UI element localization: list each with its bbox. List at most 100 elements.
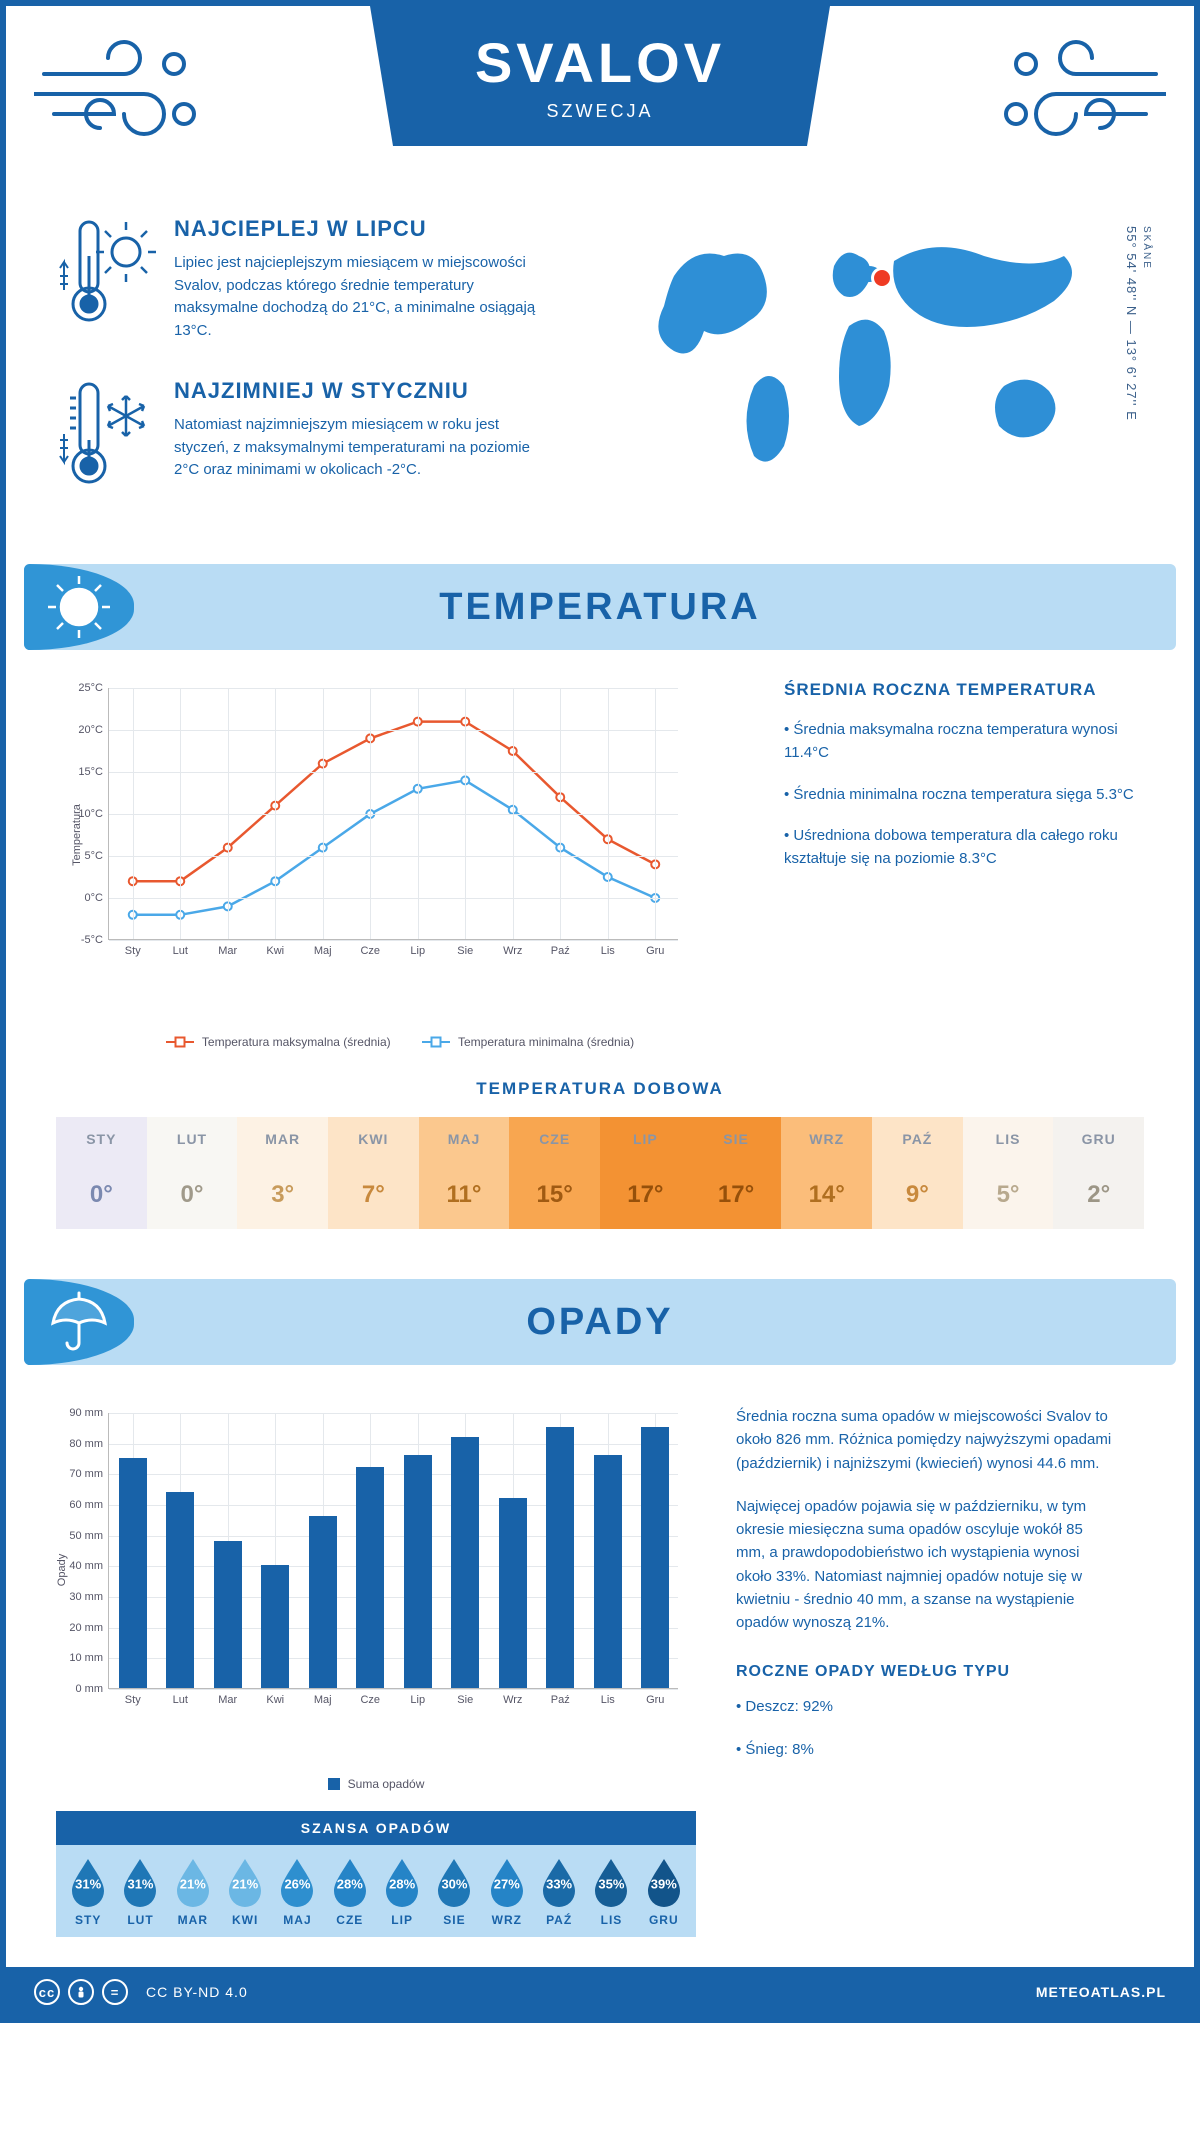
coordinates: SKÅNE 55° 54' 48'' N — 13° 6' 27'' E xyxy=(1124,226,1154,421)
daily-temp-cell: CZE15° xyxy=(509,1117,600,1229)
footer: cc = CC BY-ND 4.0 METEOATLAS.PL xyxy=(6,1967,1194,2017)
prob-cell: 31%LUT xyxy=(114,1857,166,1927)
temp-legend: Temperatura maksymalna (średnia) Tempera… xyxy=(56,1032,744,1049)
precip-heading: OPADY xyxy=(526,1301,673,1344)
nd-icon: = xyxy=(102,1979,128,2005)
prob-cell: 28%LIP xyxy=(376,1857,428,1927)
temp-chart-wrap: Temperatura -5°C0°C5°C10°C15°C20°C25°CSt… xyxy=(56,680,744,1049)
coldest-heading: NAJZIMNIEJ W STYCZNIU xyxy=(174,378,554,404)
precip-bar xyxy=(309,1516,337,1688)
prob-cell: 31%STY xyxy=(62,1857,114,1927)
city-title: SVALOV xyxy=(370,30,830,95)
thermometer-cold-icon xyxy=(56,378,156,488)
prob-cell: 33%PAŹ xyxy=(533,1857,585,1927)
prob-cell: 21%KWI xyxy=(219,1857,271,1927)
precip-type-rain: • Deszcz: 92% xyxy=(736,1695,1116,1718)
intro-text-column: NAJCIEPLEJ W LIPCU Lipiec jest najcieple… xyxy=(56,216,614,524)
avg-temp-b1: • Średnia maksymalna roczna temperatura … xyxy=(784,718,1144,765)
daily-temp-cell: MAR3° xyxy=(237,1117,328,1229)
prob-cell: 26%MAJ xyxy=(271,1857,323,1927)
hottest-heading: NAJCIEPLEJ W LIPCU xyxy=(174,216,554,242)
world-map-icon xyxy=(644,216,1104,496)
hottest-desc: Lipiec jest najcieplejszym miesiącem w m… xyxy=(174,252,554,342)
daily-temp-cell: PAŹ9° xyxy=(872,1117,963,1229)
avg-temp-heading: ŚREDNIA ROCZNA TEMPERATURA xyxy=(784,680,1144,700)
coldest-desc: Natomiast najzimniejszym miesiącem w rok… xyxy=(174,414,554,482)
temperature-banner: TEMPERATURA xyxy=(24,564,1176,650)
daily-temp-cell: LIP17° xyxy=(600,1117,691,1229)
legend-max-label: Temperatura maksymalna (średnia) xyxy=(202,1035,391,1049)
precip-bar-chart: Opady 0 mm10 mm20 mm30 mm40 mm50 mm60 mm… xyxy=(56,1405,696,1735)
daily-temp-section: TEMPERATURA DOBOWA STY0°LUT0°MAR3°KWI7°M… xyxy=(6,1079,1194,1279)
legend-min-label: Temperatura minimalna (średnia) xyxy=(458,1035,634,1049)
coldest-text: NAJZIMNIEJ W STYCZNIU Natomiast najzimni… xyxy=(174,378,554,488)
precip-legend-item: Suma opadów xyxy=(328,1777,425,1791)
legend-min: Temperatura minimalna (średnia) xyxy=(422,1035,634,1049)
daily-temp-heading: TEMPERATURA DOBOWA xyxy=(56,1079,1144,1099)
precip-bar xyxy=(451,1437,479,1688)
prob-heading: SZANSA OPADÓW xyxy=(56,1811,696,1845)
precip-type-heading: ROCZNE OPADY WEDŁUG TYPU xyxy=(736,1660,1116,1685)
hottest-block: NAJCIEPLEJ W LIPCU Lipiec jest najcieple… xyxy=(56,216,614,342)
precip-plot-area: 0 mm10 mm20 mm30 mm40 mm50 mm60 mm70 mm8… xyxy=(108,1413,678,1689)
precip-chart-column: Opady 0 mm10 mm20 mm30 mm40 mm50 mm60 mm… xyxy=(56,1405,696,1937)
precip-type-snow: • Śnieg: 8% xyxy=(736,1738,1116,1761)
by-icon xyxy=(68,1979,94,2005)
prob-cell: 28%CZE xyxy=(324,1857,376,1927)
umbrella-corner-icon xyxy=(24,1279,134,1365)
coords-text: 55° 54' 48'' N — 13° 6' 27'' E xyxy=(1124,226,1139,421)
precip-y-label: Opady xyxy=(56,1554,68,1586)
temp-side-text: ŚREDNIA ROCZNA TEMPERATURA • Średnia mak… xyxy=(784,680,1144,1049)
license-block: cc = CC BY-ND 4.0 xyxy=(34,1979,248,2005)
precip-bar xyxy=(261,1565,289,1688)
prob-cell: 30%SIE xyxy=(428,1857,480,1927)
legend-max: Temperatura maksymalna (średnia) xyxy=(166,1035,391,1049)
precip-body: Opady 0 mm10 mm20 mm30 mm40 mm50 mm60 mm… xyxy=(6,1395,1194,1967)
precip-bar xyxy=(119,1458,147,1688)
prob-row: 31%STY31%LUT21%MAR21%KWI26%MAJ28%CZE28%L… xyxy=(56,1845,696,1937)
site-name: METEOATLAS.PL xyxy=(1036,1984,1166,2000)
region-label: SKÅNE xyxy=(1141,226,1152,270)
daily-temp-table: STY0°LUT0°MAR3°KWI7°MAJ11°CZE15°LIP17°SI… xyxy=(56,1117,1144,1229)
license-text: CC BY-ND 4.0 xyxy=(146,1984,248,2000)
precip-bar xyxy=(356,1467,384,1688)
prob-cell: 27%WRZ xyxy=(481,1857,533,1927)
precip-bar xyxy=(214,1541,242,1688)
precip-legend: Suma opadów xyxy=(56,1777,696,1793)
cc-icon: cc xyxy=(34,1979,60,2005)
daily-temp-cell: STY0° xyxy=(56,1117,147,1229)
precip-banner: OPADY xyxy=(24,1279,1176,1365)
temperature-line-chart: Temperatura -5°C0°C5°C10°C15°C20°C25°CSt… xyxy=(56,680,696,990)
prob-cell: 21%MAR xyxy=(167,1857,219,1927)
daily-temp-cell: MAJ11° xyxy=(419,1117,510,1229)
sun-corner-icon xyxy=(24,564,134,650)
country-subtitle: SZWECJA xyxy=(370,101,830,122)
wind-icon-left xyxy=(34,34,204,154)
precip-bar xyxy=(641,1427,669,1688)
precip-bar xyxy=(594,1455,622,1688)
header: SVALOV SZWECJA xyxy=(6,6,1194,196)
daily-temp-cell: SIE17° xyxy=(691,1117,782,1229)
temp-plot-area: -5°C0°C5°C10°C15°C20°C25°CStyLutMarKwiMa… xyxy=(108,688,678,940)
temperature-body: Temperatura -5°C0°C5°C10°C15°C20°C25°CSt… xyxy=(6,680,1194,1079)
temperature-heading: TEMPERATURA xyxy=(439,586,761,629)
hottest-text: NAJCIEPLEJ W LIPCU Lipiec jest najcieple… xyxy=(174,216,554,342)
precip-prob-strip: SZANSA OPADÓW 31%STY31%LUT21%MAR21%KWI26… xyxy=(56,1811,696,1937)
prob-cell: 35%LIS xyxy=(585,1857,637,1927)
avg-temp-b2: • Średnia minimalna roczna temperatura s… xyxy=(784,783,1144,806)
daily-temp-cell: GRU2° xyxy=(1053,1117,1144,1229)
avg-temp-b3: • Uśredniona dobowa temperatura dla całe… xyxy=(784,824,1144,871)
daily-temp-cell: LUT0° xyxy=(147,1117,238,1229)
intro-section: NAJCIEPLEJ W LIPCU Lipiec jest najcieple… xyxy=(6,196,1194,564)
daily-temp-cell: WRZ14° xyxy=(781,1117,872,1229)
prob-cell: 39%GRU xyxy=(638,1857,690,1927)
wind-icon-right xyxy=(996,34,1166,154)
daily-temp-cell: KWI7° xyxy=(328,1117,419,1229)
precip-p1: Średnia roczna suma opadów w miejscowośc… xyxy=(736,1405,1116,1475)
daily-temp-cell: LIS5° xyxy=(963,1117,1054,1229)
precip-side-text: Średnia roczna suma opadów w miejscowośc… xyxy=(736,1405,1116,1937)
precip-legend-label: Suma opadów xyxy=(348,1777,425,1791)
precip-p2: Najwięcej opadów pojawia się w październ… xyxy=(736,1495,1116,1635)
precip-bar xyxy=(546,1427,574,1688)
coldest-block: NAJZIMNIEJ W STYCZNIU Natomiast najzimni… xyxy=(56,378,614,488)
